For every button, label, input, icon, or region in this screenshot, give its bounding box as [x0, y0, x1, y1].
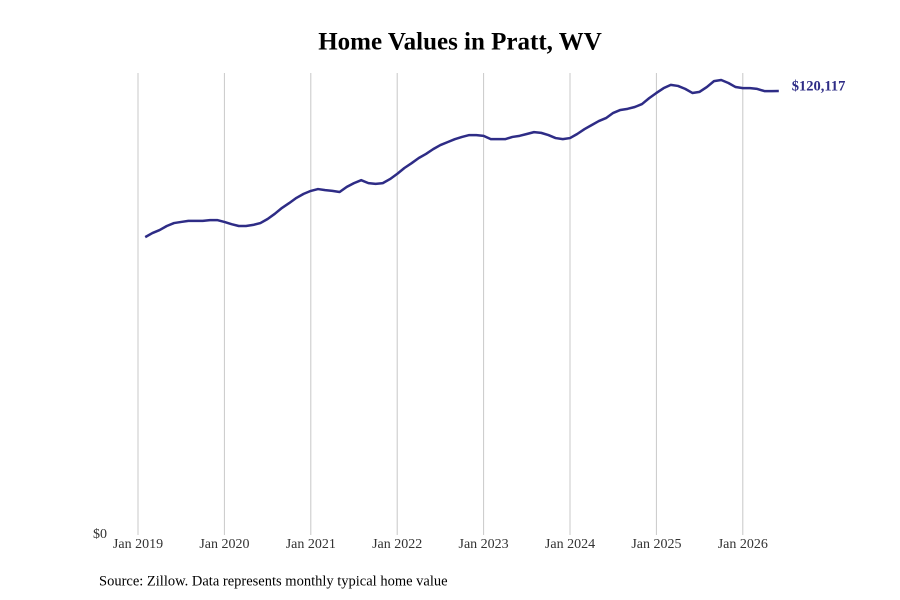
x-tick-label: Jan 2021 [286, 537, 336, 552]
y-tick-label: $0 [93, 527, 107, 542]
x-tick-label: Jan 2025 [631, 537, 681, 552]
x-tick-label: Jan 2019 [113, 537, 163, 552]
x-tick-label: Jan 2022 [372, 537, 422, 552]
x-tick-label: Jan 2026 [718, 537, 768, 552]
x-tick-label: Jan 2024 [545, 537, 595, 552]
chart-title: Home Values in Pratt, WV [318, 29, 602, 56]
x-tick-label: Jan 2020 [199, 537, 249, 552]
x-tick-label: Jan 2023 [459, 537, 509, 552]
source-note: Source: Zillow. Data represents monthly … [99, 573, 448, 589]
series-line [144, 78, 779, 239]
value-label: $120,117 [792, 78, 846, 94]
